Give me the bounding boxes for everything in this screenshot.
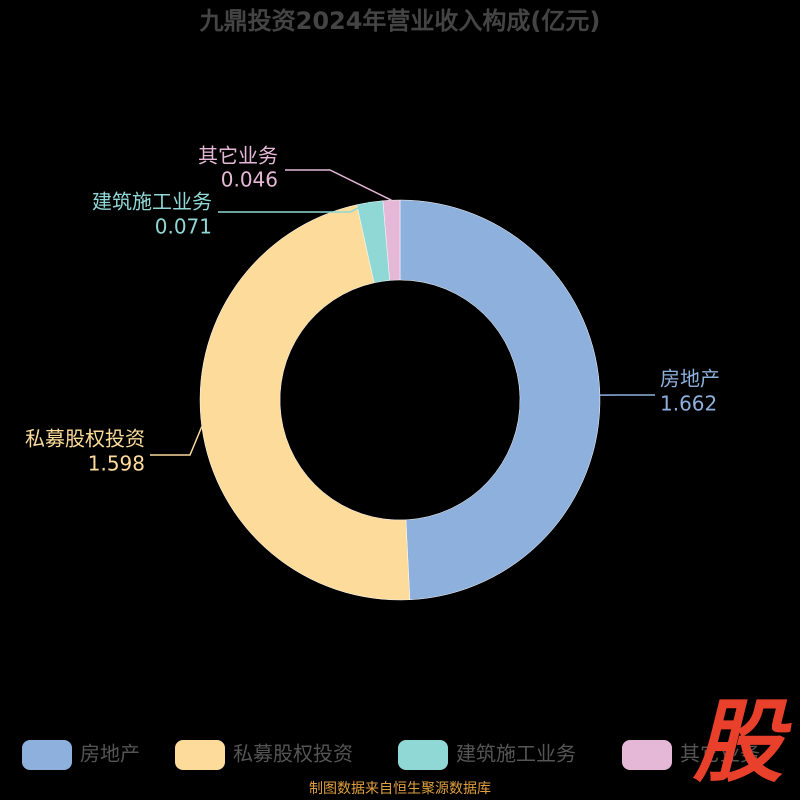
slice-value: 0.071	[155, 215, 212, 239]
slice-label: 建筑施工业务	[92, 190, 212, 214]
slice-label: 房地产	[660, 367, 720, 391]
leader-line	[285, 169, 392, 201]
legend-label: 房地产	[80, 742, 140, 766]
donut-slice	[399, 199, 601, 601]
donut-slice	[382, 199, 401, 281]
source-note: 制图数据来自恒生聚源数据库	[309, 781, 491, 797]
legend-swatch	[175, 740, 225, 770]
slice-value: 1.598	[88, 452, 145, 476]
slice-value: 0.046	[221, 168, 278, 192]
leader-line	[218, 201, 371, 213]
legend-swatch	[622, 740, 672, 770]
slice-value: 1.662	[660, 392, 717, 416]
watermark: 股	[692, 690, 792, 795]
legend-label: 其它业务	[680, 742, 760, 766]
chart-title: 九鼎投资2024年营业收入构成(亿元)	[199, 7, 601, 35]
legend-swatch	[398, 740, 448, 770]
donut-slice	[199, 204, 411, 601]
legend-label: 私募股权投资	[233, 742, 353, 766]
slice-label: 其它业务	[198, 144, 278, 168]
legend-swatch	[22, 740, 72, 770]
slice-label: 私募股权投资	[25, 427, 145, 451]
leader-line	[150, 426, 203, 456]
legend-label: 建筑施工业务	[456, 742, 576, 766]
